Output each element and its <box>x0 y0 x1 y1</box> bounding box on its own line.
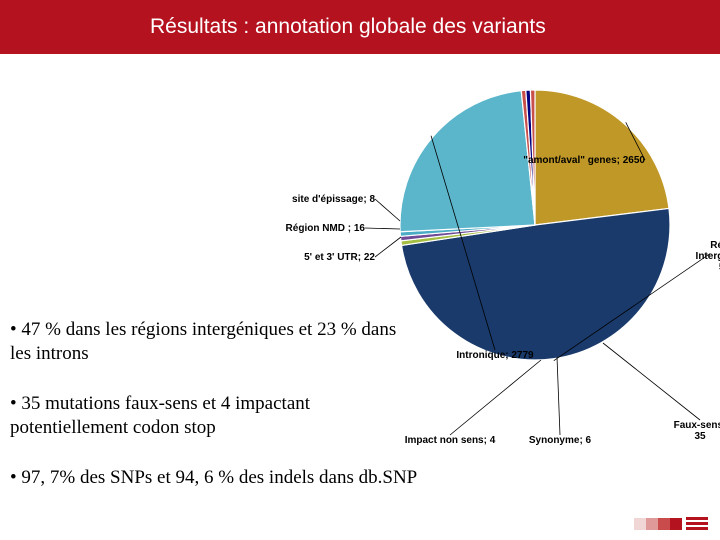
bullet-2: • 35 mutations faux-sens et 4 impactant … <box>10 392 420 440</box>
logo-stripe-1 <box>686 517 708 520</box>
logo-bar-1 <box>634 518 646 530</box>
logo-stripes <box>686 517 708 530</box>
logo-stripe-3 <box>686 527 708 530</box>
logo-bar-3 <box>658 518 670 530</box>
leader-nonsens <box>450 360 541 435</box>
logo-bars <box>634 518 682 530</box>
logo-bar-2 <box>646 518 658 530</box>
pie-label-nonsens: Impact non sens; 4 <box>395 435 505 446</box>
pie-label-epissage: site d'épissage; 8 <box>245 194 375 205</box>
pie-label-nmd: Région NMD ; 16 <box>245 223 365 234</box>
footer-logo <box>634 517 708 530</box>
pie-label-synonyme: Synonyme; 6 <box>515 435 605 446</box>
leader-fauxsens <box>603 343 700 420</box>
pie-label-intronique: Intronique; 2779 <box>440 350 550 361</box>
leader-nmd <box>365 228 400 229</box>
leader-utr <box>375 237 401 257</box>
pie-label-intergenic: Régions Intergéniques;5696 <box>680 240 720 273</box>
logo-bar-4 <box>670 518 682 530</box>
pie-label-fauxsens: Faux-sens;35 <box>660 420 720 442</box>
bullet-3: • 97, 7% des SNPs et 94, 6 % des indels … <box>10 466 420 490</box>
pie-chart-area: "amont/aval" genes; 2650Régions Intergén… <box>360 70 710 500</box>
slide-title: Résultats : annotation globale des varia… <box>150 15 546 39</box>
pie-label-utr: 5' et 3' UTR; 22 <box>255 252 375 263</box>
pie-label-amont_aval: "amont/aval" genes; 2650 <box>475 155 645 166</box>
leader-synonyme <box>557 357 560 435</box>
bullet-1: • 47 % dans les régions intergéniques et… <box>10 318 420 366</box>
title-bar: Résultats : annotation globale des varia… <box>0 0 720 54</box>
logo-stripe-2 <box>686 522 708 525</box>
slide: Résultats : annotation globale des varia… <box>0 0 720 540</box>
leader-epissage <box>375 199 400 221</box>
